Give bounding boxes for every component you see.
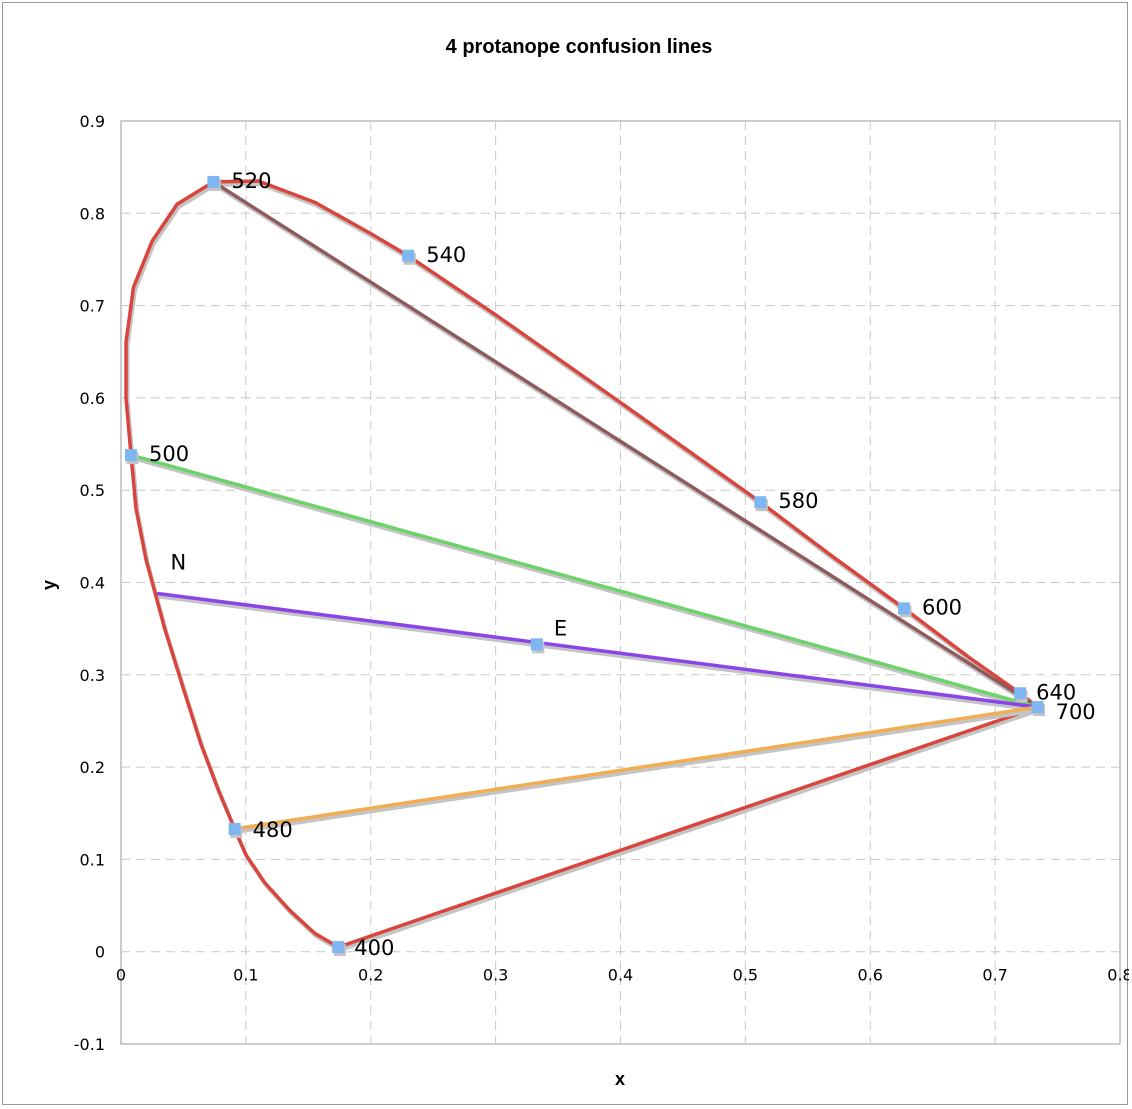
chart-svg: 4 protanope confusion lines 0 0.1 0.2 0.3 0.…: [39, 36, 1129, 1089]
confusion-line-purple-shadow: [158, 594, 1042, 713]
y-tick-label: 0: [95, 943, 105, 962]
data-point-marker: [402, 249, 415, 262]
x-tick-label: 0: [116, 966, 126, 985]
x-tick-label: 0.2: [358, 966, 383, 985]
line-of-purples-shadow: [337, 708, 1042, 953]
data-point-marker: [530, 638, 543, 651]
y-tick-label: 0.5: [80, 481, 105, 500]
confusion-line-green: [129, 453, 1040, 709]
y-tick-label: 0.7: [80, 297, 105, 316]
x-tick-label: 0.7: [982, 966, 1007, 985]
axis-tick-labels: 0 0.1 0.2 0.3 0.4 0.5 0.6 0.7 0.8 -0.1 0 0.1 0.2 0.3 0…: [74, 112, 1129, 1054]
y-tick-label: -0.1: [74, 1035, 105, 1054]
grid-lines: [121, 121, 1120, 1044]
data-point-marker: [1031, 701, 1044, 714]
line-of-purples: [336, 705, 1040, 949]
data-point-label: 500: [149, 442, 189, 466]
data-point-marker: [332, 941, 345, 954]
data-point-label: 540: [426, 243, 466, 267]
x-axis-label: x: [615, 1069, 625, 1089]
data-point-label: 640: [1036, 680, 1076, 704]
data-point-marker: [207, 175, 220, 188]
data-point-marker: [124, 449, 137, 462]
y-tick-label: 0.3: [80, 666, 105, 685]
data-point-label: 580: [778, 489, 818, 513]
x-tick-label: 0.6: [858, 966, 883, 985]
point-annotation: N: [170, 551, 186, 575]
confusion-line-green-shadow: [130, 456, 1042, 713]
chart-title: 4 protanope confusion lines: [446, 36, 713, 58]
confusion-line-purple: [156, 591, 1040, 709]
y-tick-label: 0.4: [80, 574, 105, 593]
y-tick-label: 0.1: [80, 850, 105, 869]
x-tick-label: 0.8: [1107, 966, 1129, 985]
x-tick-label: 0.1: [233, 966, 258, 985]
x-tick-label: 0.3: [483, 966, 508, 985]
data-point-label: 400: [354, 936, 394, 960]
confusion-line-orange-shadow: [234, 708, 1042, 834]
data-point-marker: [754, 496, 767, 509]
data-point-marker: [1014, 687, 1027, 700]
y-tick-label: 0.9: [80, 112, 105, 131]
data-point-label: 600: [922, 595, 962, 619]
data-point-marker: [897, 602, 910, 615]
y-tick-label: 0.8: [80, 204, 105, 223]
x-tick-label: 0.5: [733, 966, 758, 985]
y-tick-label: 0.6: [80, 389, 105, 408]
y-axis-label: y: [39, 580, 59, 590]
confusion-line-orange: [232, 705, 1040, 831]
x-tick-label: 0.4: [608, 966, 633, 985]
confusion-line-brown: [211, 180, 1040, 709]
y-tick-label: 0.2: [80, 758, 105, 777]
data-point-label: E: [554, 616, 567, 640]
data-point-label: 520: [231, 169, 271, 193]
data-point-marker: [228, 822, 241, 835]
data-point-label: 480: [253, 818, 293, 842]
data-point-label: 700: [1056, 700, 1096, 724]
